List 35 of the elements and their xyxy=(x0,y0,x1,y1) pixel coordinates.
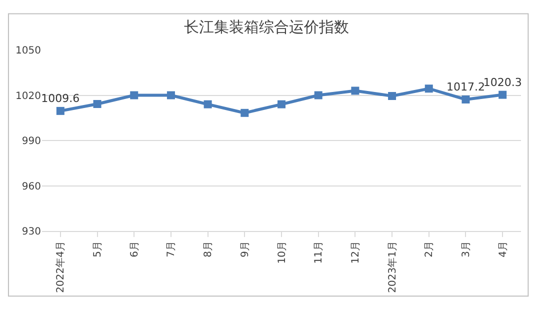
y-tick-label: 990 xyxy=(22,136,41,147)
x-tick-label: 4月 xyxy=(498,241,509,258)
point xyxy=(130,91,138,100)
x-tick-label: 6月 xyxy=(129,241,140,258)
y-tick-label: 960 xyxy=(22,181,41,192)
y-tick-label: 1050 xyxy=(16,46,41,56)
point xyxy=(388,92,396,100)
point xyxy=(240,108,249,117)
point xyxy=(278,100,286,108)
x-tick-label: 8月 xyxy=(203,241,214,258)
x-tick-label: 2月 xyxy=(424,241,436,258)
y-tick-label: 1020 xyxy=(16,90,41,102)
point xyxy=(314,91,322,100)
chart-title: 长江集装箱综合运价指数 xyxy=(184,18,349,36)
x-tick-label: 5月 xyxy=(92,241,104,258)
point xyxy=(166,91,175,100)
x-tick-label: 11月 xyxy=(314,241,325,264)
point xyxy=(351,86,360,95)
point xyxy=(56,106,64,115)
point xyxy=(462,95,470,104)
x-tick-label: 9月 xyxy=(240,241,251,258)
point xyxy=(424,84,433,93)
point xyxy=(93,100,102,108)
x-tick-label: 2022年4月 xyxy=(54,241,67,293)
x-tick-label: 3月 xyxy=(460,241,472,258)
point xyxy=(204,100,212,108)
x-tick-label: 2023年1月 xyxy=(386,241,398,293)
x-tick-label: 12月 xyxy=(350,241,362,264)
data-label: 1020.3 xyxy=(483,76,522,90)
data-label: 1017.2 xyxy=(446,80,485,94)
point xyxy=(498,90,507,99)
x-tick-label: 7月 xyxy=(166,241,178,258)
y-tick-label: 930 xyxy=(22,226,41,238)
data-label: 1009.6 xyxy=(41,92,80,106)
x-tick-label: 10月 xyxy=(276,241,288,264)
